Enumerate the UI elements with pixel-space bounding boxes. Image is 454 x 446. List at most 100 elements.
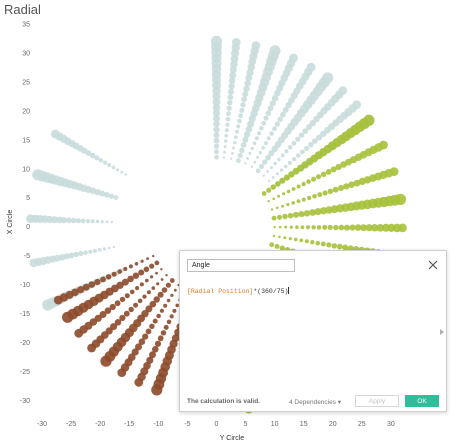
formula-field-reference: [Radial Position]	[187, 288, 254, 295]
scatter-point	[304, 239, 309, 244]
scatter-point	[291, 140, 297, 146]
sheet-title: Radial	[4, 2, 41, 17]
scatter-point	[261, 146, 266, 150]
scatter-point	[298, 211, 305, 218]
scatter-point	[230, 157, 233, 160]
y-tick-label: -20	[20, 340, 30, 347]
scatter-point	[287, 145, 293, 150]
scatter-point	[267, 105, 274, 112]
scatter-point	[291, 201, 296, 205]
scatter-point	[266, 187, 272, 193]
scatter-point	[156, 313, 161, 319]
scatter-point	[88, 249, 93, 254]
scatter-point	[214, 154, 219, 160]
scatter-point	[269, 166, 273, 170]
calculation-name-input[interactable]: Angle	[187, 259, 295, 272]
scatter-point	[288, 237, 292, 241]
scatter-point	[291, 187, 296, 191]
scatter-point	[117, 368, 127, 377]
scatter-point	[78, 251, 84, 256]
scatter-point	[286, 189, 291, 194]
y-tick-label: 10	[22, 166, 30, 173]
scatter-point	[100, 220, 104, 224]
scatter-point	[389, 167, 399, 177]
x-tick-label: 0	[215, 421, 219, 428]
scatter-point	[111, 165, 116, 170]
scatter-point	[110, 220, 114, 224]
scatter-point	[272, 126, 277, 132]
scatter-point	[257, 131, 262, 136]
apply-button[interactable]: Apply	[355, 395, 399, 407]
formula-expression: *(360/75)	[253, 288, 289, 295]
x-tick-label: -10	[153, 421, 163, 428]
scatter-point	[68, 252, 75, 259]
x-tick-label: 10	[271, 421, 279, 428]
scatter-point	[113, 195, 119, 200]
close-icon[interactable]	[427, 259, 439, 271]
scatter-point	[157, 335, 164, 342]
scatter-point	[306, 62, 316, 72]
ok-button[interactable]: OK	[405, 395, 439, 407]
scatter-point	[213, 126, 220, 133]
scatter-point	[246, 157, 250, 160]
scatter-point	[227, 94, 234, 101]
scatter-point	[295, 225, 299, 229]
scatter-point	[278, 235, 281, 239]
scatter-point	[70, 217, 77, 224]
scatter-point	[261, 191, 267, 196]
y-tick-label: -25	[20, 369, 30, 376]
scatter-point	[244, 80, 251, 87]
dependencies-dropdown[interactable]: 4 Dependencies ▾	[289, 399, 342, 406]
scatter-point	[314, 208, 322, 216]
expand-panel-arrow-icon[interactable]	[440, 329, 444, 335]
scatter-point	[103, 160, 108, 165]
calculation-editor-dialog: Angle [Radial Position]*(360/75) The cal…	[179, 250, 447, 412]
scatter-point	[26, 214, 35, 224]
scatter-point	[104, 192, 110, 198]
formula-editor[interactable]: [Radial Position]*(360/75)	[187, 287, 290, 295]
scatter-point	[80, 218, 86, 224]
scatter-point	[99, 311, 107, 318]
scatter-point	[210, 35, 223, 48]
scatter-point	[163, 324, 169, 330]
scatter-point	[173, 288, 177, 292]
scatter-point	[274, 121, 280, 127]
scatter-point	[296, 184, 301, 189]
scatter-point	[371, 224, 379, 232]
scatter-point	[379, 140, 388, 150]
scatter-point	[111, 271, 117, 277]
scatter-point	[93, 248, 97, 253]
scatter-point	[223, 150, 226, 154]
scatter-point	[279, 177, 286, 184]
scatter-point	[316, 134, 323, 141]
scatter-point	[161, 287, 168, 293]
scatter-point	[365, 224, 373, 232]
scatter-point	[29, 258, 39, 268]
scatter-point	[149, 263, 155, 269]
scatter-point	[271, 215, 277, 221]
scatter-point	[128, 306, 134, 313]
scatter-point	[343, 224, 350, 231]
scatter-point	[282, 213, 288, 220]
scatter-point	[299, 238, 304, 243]
scatter-point	[149, 351, 156, 359]
scatter-point	[343, 183, 350, 190]
scatter-point	[301, 181, 306, 187]
scatter-point	[322, 190, 328, 196]
scatter-point	[75, 218, 81, 224]
scatter-point	[94, 155, 100, 161]
scatter-point	[306, 225, 310, 230]
scatter-point	[266, 170, 269, 174]
scatter-point	[108, 193, 114, 199]
scatter-point	[124, 173, 128, 176]
x-tick-label: -15	[124, 421, 134, 428]
scatter-point	[228, 77, 236, 85]
scatter-point	[155, 271, 158, 275]
y-tick-label: 5	[26, 195, 30, 202]
scatter-point	[150, 275, 154, 279]
scatter-point	[134, 377, 144, 387]
scatter-point	[253, 160, 257, 164]
scatter-point	[87, 343, 96, 353]
scatter-point	[213, 132, 220, 139]
